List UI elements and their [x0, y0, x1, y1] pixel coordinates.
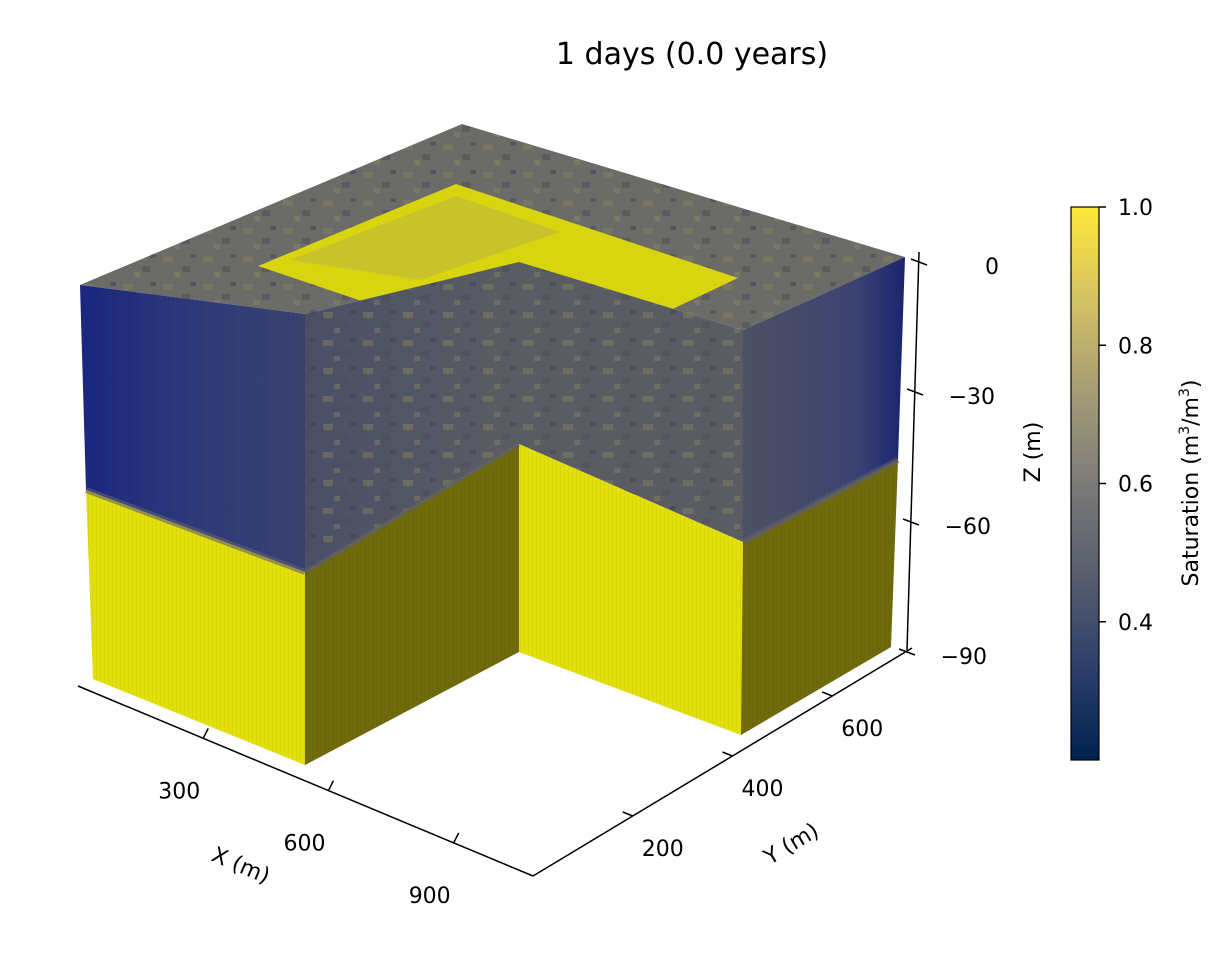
- z-axis: 0 −30 −60 −90 Z (m): [898, 251, 1046, 670]
- x-tick: [327, 780, 335, 791]
- y-axis-label: Y (m): [759, 819, 823, 871]
- x-axis-label: X (m): [208, 843, 274, 890]
- y-tick-label: 200: [642, 837, 684, 862]
- colorbar-tick-label: 0.8: [1118, 334, 1153, 359]
- x-tick-label: 300: [158, 779, 200, 804]
- colorbar-label: Saturation (m3/m3): [1177, 380, 1204, 587]
- z-tick-label: −90: [941, 645, 987, 670]
- z-tick-label: 0: [985, 255, 999, 280]
- chart-title: 1 days (0.0 years): [556, 37, 828, 72]
- colorbar-tick-label: 0.6: [1118, 473, 1153, 498]
- colorbar-tick-label: 0.4: [1118, 611, 1153, 636]
- colorbar-gradient: [1070, 206, 1100, 761]
- z-tick: [902, 518, 920, 526]
- volume-plot: [80, 124, 905, 765]
- z-tick: [906, 388, 924, 396]
- colorbar-tick-label: 1.0: [1118, 196, 1153, 221]
- z-axis-label: Z (m): [1021, 422, 1046, 483]
- y-tick-label: 400: [741, 777, 783, 802]
- z-tick: [910, 258, 928, 266]
- x-tick: [453, 832, 460, 844]
- y-tick: [722, 751, 733, 757]
- z-tick: [898, 648, 916, 656]
- top-saturated-patch: [258, 184, 738, 316]
- z-tick-label: −60: [945, 515, 991, 540]
- z-tick-label: −30: [949, 385, 995, 410]
- x-tick: [202, 727, 209, 739]
- colorbar: 0.4 0.6 0.8 1.0 Saturation (m3/m3): [1070, 196, 1204, 761]
- y-tick: [622, 811, 634, 817]
- y-tick-label: 600: [841, 717, 883, 742]
- x-tick-label: 600: [283, 832, 325, 857]
- y-tick: [821, 691, 833, 697]
- x-tick-label: 900: [409, 884, 451, 909]
